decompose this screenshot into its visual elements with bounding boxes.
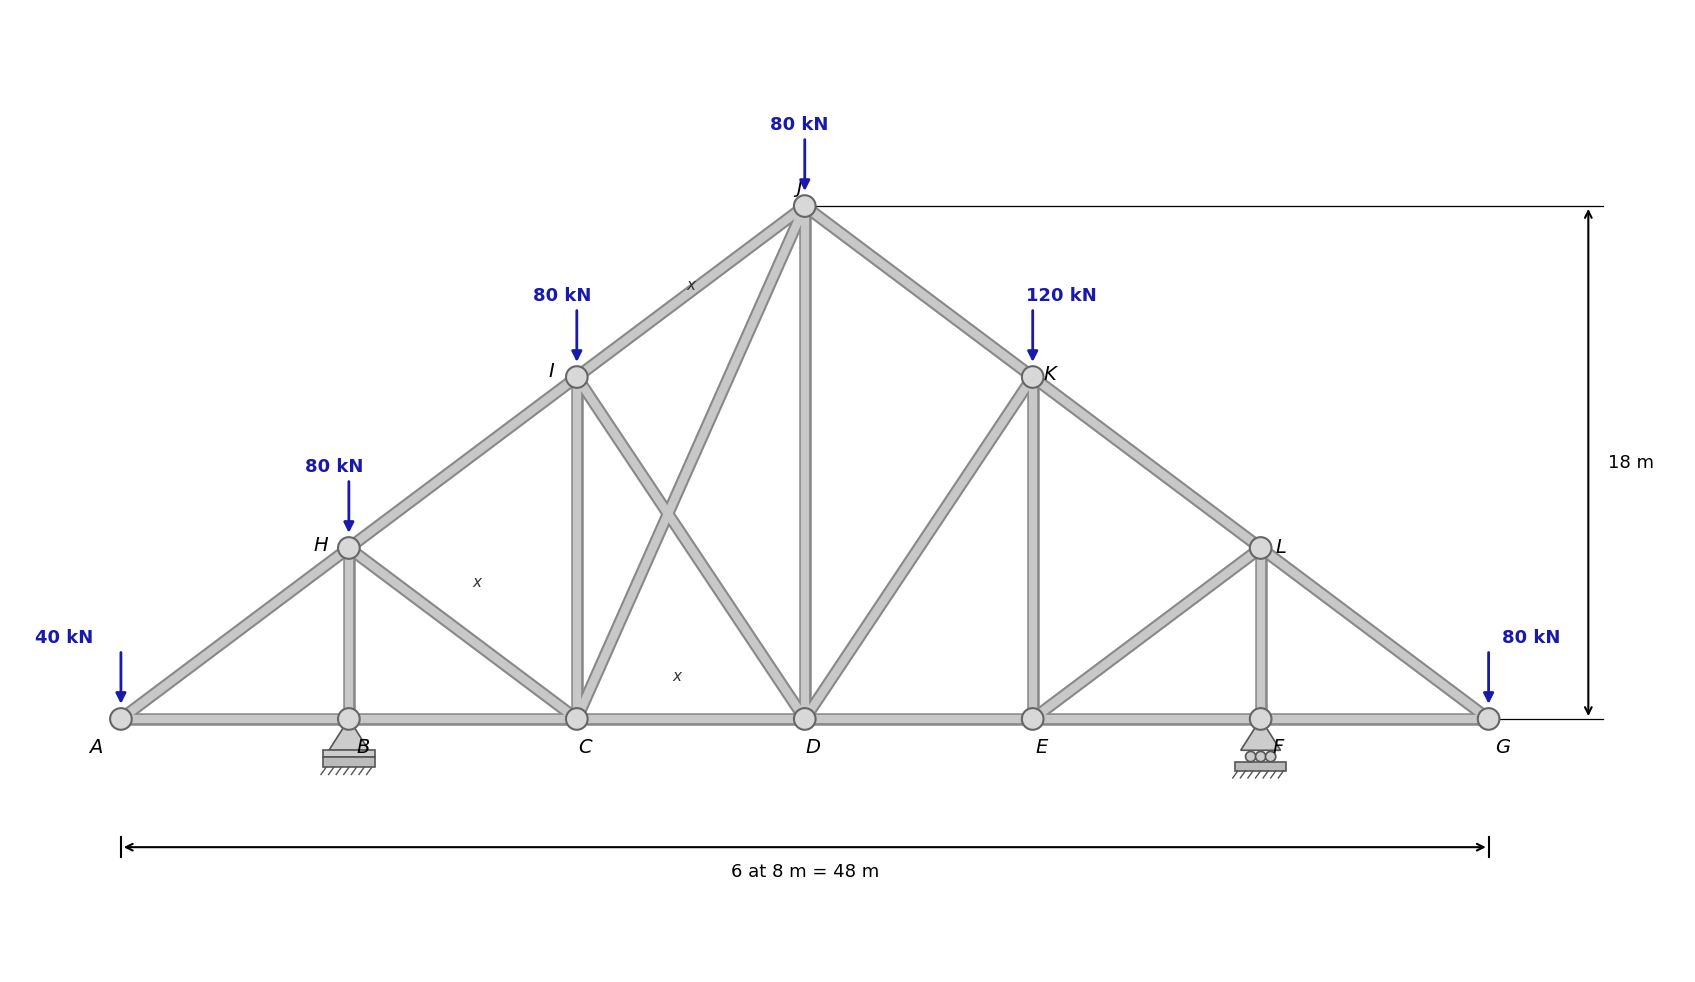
Text: D: D (805, 737, 820, 757)
Text: K: K (1044, 364, 1056, 384)
Polygon shape (324, 750, 375, 757)
Text: J: J (797, 178, 802, 197)
Text: H: H (314, 535, 327, 555)
Polygon shape (329, 719, 370, 750)
Circle shape (1266, 751, 1276, 762)
Text: 120 kN: 120 kN (1025, 287, 1097, 305)
Text: 80 kN: 80 kN (1502, 628, 1561, 647)
Circle shape (1246, 751, 1256, 762)
Text: L: L (1275, 538, 1287, 558)
Circle shape (1022, 366, 1044, 388)
Circle shape (1249, 708, 1271, 730)
Text: E: E (1036, 737, 1048, 757)
Text: x: x (686, 278, 695, 294)
Text: G: G (1495, 737, 1510, 757)
Polygon shape (1236, 762, 1287, 771)
Circle shape (1478, 708, 1500, 730)
Text: F: F (1273, 737, 1283, 757)
Circle shape (110, 708, 132, 730)
Circle shape (793, 195, 815, 217)
Text: C: C (578, 737, 592, 757)
Text: A: A (88, 737, 102, 757)
Circle shape (793, 708, 815, 730)
Text: 80 kN: 80 kN (305, 458, 364, 476)
Circle shape (1256, 751, 1266, 762)
Polygon shape (1241, 719, 1281, 750)
Circle shape (1249, 537, 1271, 559)
Circle shape (337, 537, 359, 559)
Text: x: x (473, 574, 481, 589)
Polygon shape (324, 757, 375, 767)
Text: 18 m: 18 m (1609, 454, 1654, 471)
Text: B: B (356, 737, 370, 757)
Text: 40 kN: 40 kN (36, 628, 93, 647)
Circle shape (566, 708, 588, 730)
Text: 80 kN: 80 kN (770, 116, 829, 134)
Circle shape (337, 708, 359, 730)
Text: 80 kN: 80 kN (534, 287, 592, 305)
Circle shape (566, 366, 588, 388)
Text: I: I (547, 361, 554, 381)
Text: 6 at 8 m = 48 m: 6 at 8 m = 48 m (731, 863, 880, 881)
Circle shape (1022, 708, 1044, 730)
Text: x: x (671, 669, 681, 683)
